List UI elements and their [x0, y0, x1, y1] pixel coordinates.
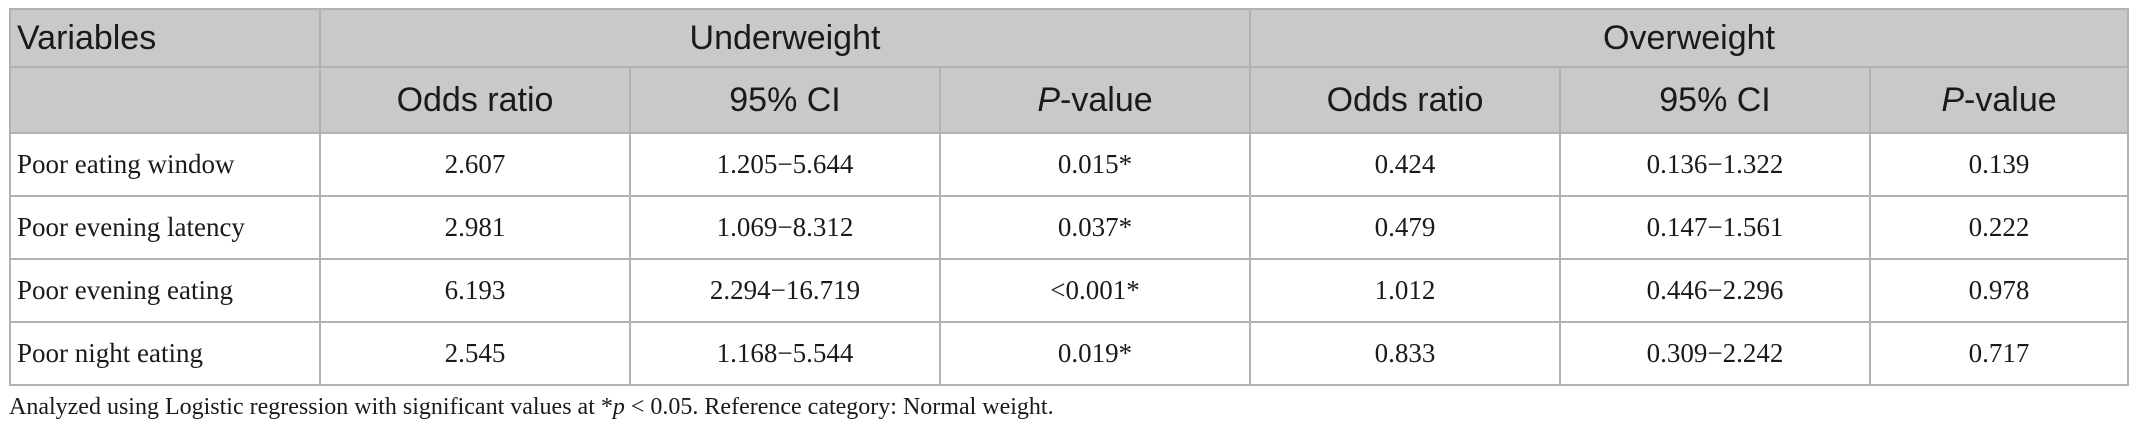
p-italic: P — [1037, 80, 1061, 119]
overweight-ci: 0.136−1.322 — [1559, 132, 1871, 197]
header-overweight-p-value: P-value — [1868, 66, 2130, 134]
row-label: Poor night eating — [9, 321, 321, 386]
overweight-p-value: 0.717 — [1868, 321, 2130, 386]
header-row-groups: Variables Underweight Overweight — [9, 8, 2130, 68]
header-overweight: Overweight — [1248, 8, 2130, 68]
overweight-odds-ratio: 1.012 — [1249, 258, 1561, 323]
header-row-columns: Odds ratio 95% CI P-value Odds ratio 95%… — [9, 66, 2130, 134]
row-label: Poor eating window — [9, 132, 321, 197]
table-row: Poor eating window 2.607 1.205−5.644 0.0… — [9, 132, 2130, 197]
row-label: Poor evening latency — [9, 195, 321, 260]
overweight-p-value: 0.222 — [1868, 195, 2130, 260]
table-row: Poor evening eating 6.193 2.294−16.719 <… — [9, 258, 2130, 323]
header-underweight-p-value: P-value — [939, 66, 1251, 134]
header-variables: Variables — [9, 8, 321, 68]
overweight-odds-ratio: 0.479 — [1249, 195, 1561, 260]
underweight-ci: 1.168−5.544 — [629, 321, 941, 386]
underweight-ci: 1.205−5.644 — [629, 132, 941, 197]
header-underweight-ci: 95% CI — [629, 66, 941, 134]
footnote-p: p — [612, 394, 625, 420]
overweight-ci: 0.147−1.561 — [1559, 195, 1871, 260]
table-footnote: Analyzed using Logistic regression with … — [9, 394, 1054, 421]
underweight-odds-ratio: 2.545 — [319, 321, 631, 386]
header-blank — [9, 66, 321, 134]
underweight-p-value: 0.019* — [939, 321, 1251, 386]
table-row: Poor night eating 2.545 1.168−5.544 0.01… — [9, 321, 2130, 386]
row-label: Poor evening eating — [9, 258, 321, 323]
underweight-p-value: <0.001* — [939, 258, 1251, 323]
overweight-ci: 0.446−2.296 — [1559, 258, 1871, 323]
underweight-odds-ratio: 6.193 — [319, 258, 631, 323]
p-rest: -value — [1060, 80, 1153, 119]
underweight-odds-ratio: 2.981 — [319, 195, 631, 260]
header-overweight-odds-ratio: Odds ratio — [1249, 66, 1561, 134]
overweight-odds-ratio: 0.833 — [1249, 321, 1561, 386]
footnote-part1: Analyzed using Logistic regression with … — [9, 394, 613, 420]
p-italic: P — [1941, 80, 1965, 119]
p-rest: -value — [1964, 80, 2057, 119]
header-underweight-odds-ratio: Odds ratio — [319, 66, 631, 134]
footnote-part2: < 0.05. Reference category: Normal weigh… — [624, 394, 1054, 420]
overweight-p-value: 0.978 — [1868, 258, 2130, 323]
header-underweight: Underweight — [319, 8, 1251, 68]
odds-ratio-table: Variables Underweight Overweight Odds ra… — [9, 8, 2130, 386]
underweight-odds-ratio: 2.607 — [319, 132, 631, 197]
underweight-p-value: 0.037* — [939, 195, 1251, 260]
header-overweight-ci: 95% CI — [1559, 66, 1871, 134]
overweight-ci: 0.309−2.242 — [1559, 321, 1871, 386]
overweight-odds-ratio: 0.424 — [1249, 132, 1561, 197]
results-table-container: Variables Underweight Overweight Odds ra… — [9, 8, 2130, 386]
table-row: Poor evening latency 2.981 1.069−8.312 0… — [9, 195, 2130, 260]
underweight-p-value: 0.015* — [939, 132, 1251, 197]
underweight-ci: 2.294−16.719 — [629, 258, 941, 323]
overweight-p-value: 0.139 — [1868, 132, 2130, 197]
underweight-ci: 1.069−8.312 — [629, 195, 941, 260]
